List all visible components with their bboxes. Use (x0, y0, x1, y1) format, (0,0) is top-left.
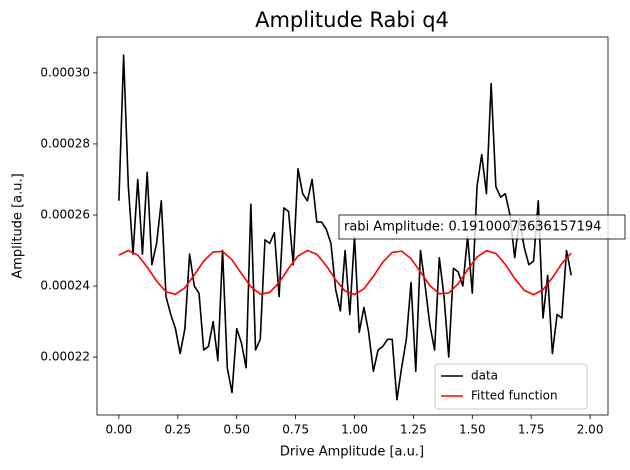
legend-label: data (471, 369, 498, 383)
y-tick-label: 0.00030 (40, 65, 90, 79)
x-tick-label: 0.75 (282, 423, 309, 437)
x-tick-label: 0.00 (106, 423, 133, 437)
plot-area (118, 54, 573, 401)
annotation: rabi Amplitude: 0.19100073636157194 (344, 220, 601, 235)
legend-frame (434, 363, 588, 410)
series-line (118, 54, 573, 401)
y-tick-label: 0.00026 (40, 207, 90, 221)
x-tick-label: 1.75 (518, 423, 545, 437)
legend: data Fitted function (434, 363, 588, 410)
legend-label: Fitted function (471, 389, 558, 403)
x-axis-label: Drive Amplitude [a.u.] (280, 445, 424, 460)
series-line (118, 249, 572, 296)
x-tick-label: 0.50 (223, 423, 250, 437)
x-tick-label: 1.00 (341, 423, 368, 437)
x-tick-label: 2.00 (577, 423, 604, 437)
y-tick-label: 0.00024 (40, 279, 90, 293)
y-axis-label: Amplitude [a.u.] (11, 173, 26, 278)
annotation-box: rabi Amplitude: 0.19100073636157194 (338, 214, 626, 240)
y-tick-label: 0.00028 (40, 136, 90, 150)
x-tick-label: 0.25 (164, 423, 191, 437)
chart-title: Amplitude Rabi q4 (255, 8, 449, 32)
x-tick-label: 1.50 (459, 423, 486, 437)
y-tick-label: 0.00022 (40, 350, 90, 364)
annotation-frame (338, 214, 626, 240)
x-tick-label: 1.25 (400, 423, 427, 437)
